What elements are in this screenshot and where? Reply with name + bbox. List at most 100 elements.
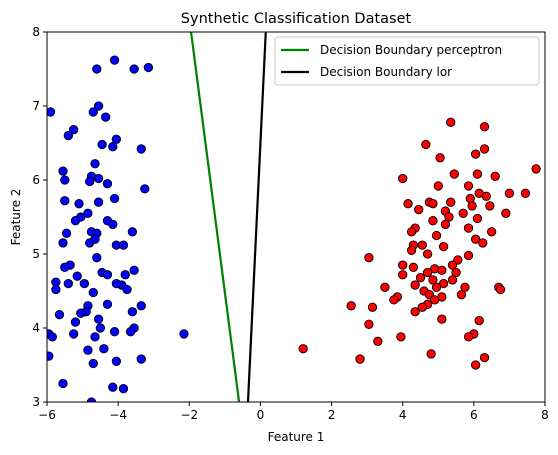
data-point-class-0: [70, 216, 81, 226]
x-tick-label: −4: [109, 408, 127, 422]
data-point-class-1: [460, 282, 470, 292]
data-point-class-0: [60, 175, 70, 185]
data-point-class-0: [120, 270, 130, 280]
data-point-class-0: [85, 238, 95, 248]
data-point-class-1: [479, 122, 490, 132]
data-point-class-1: [410, 280, 420, 290]
data-point-class-1: [426, 349, 436, 359]
data-point-class-0: [109, 55, 120, 65]
x-tick-label: 2: [328, 408, 336, 422]
data-point-class-1: [495, 284, 506, 295]
data-point-class-0: [118, 240, 129, 250]
y-tick-label: 5: [32, 247, 40, 261]
data-point-class-0: [111, 356, 122, 366]
decision-boundary-line-1: [246, 32, 267, 402]
data-point-class-1: [458, 208, 468, 218]
data-point-class-0: [101, 112, 111, 122]
data-point-class-0: [136, 354, 146, 364]
data-point-class-1: [463, 332, 474, 342]
data-point-class-1: [431, 230, 442, 241]
data-point-class-0: [54, 310, 65, 320]
data-point-class-1: [463, 181, 474, 191]
data-point-class-1: [440, 219, 451, 230]
data-point-class-1: [446, 117, 456, 127]
data-point-class-0: [76, 308, 86, 318]
y-tick-label: 8: [32, 25, 40, 39]
data-point-class-0: [93, 314, 104, 324]
legend: Decision Boundary perceptron Decision Bou…: [274, 36, 540, 86]
data-point-class-0: [127, 227, 138, 237]
data-point-class-0: [72, 271, 82, 281]
decision-boundary-line-0: [189, 32, 241, 402]
data-point-class-0: [47, 107, 56, 117]
plot-frame: [46, 31, 546, 403]
data-point-class-1: [373, 336, 383, 346]
data-point-class-0: [109, 193, 120, 204]
data-point-class-0: [136, 144, 146, 154]
x-tick-label: −6: [38, 408, 56, 422]
data-point-class-0: [79, 278, 90, 289]
data-point-class-1: [478, 238, 488, 248]
data-point-class-0: [140, 184, 150, 194]
data-point-class-0: [51, 284, 61, 295]
data-point-class-1: [403, 199, 413, 209]
data-point-class-1: [414, 204, 424, 215]
data-point-class-0: [88, 358, 98, 369]
data-point-class-0: [63, 130, 73, 141]
data-point-class-1: [470, 234, 481, 244]
data-point-class-1: [485, 201, 495, 211]
data-point-class-0: [129, 265, 139, 275]
data-point-class-1: [437, 265, 447, 275]
data-point-class-0: [102, 299, 113, 309]
data-point-class-1: [470, 360, 481, 370]
data-point-class-1: [463, 223, 474, 233]
data-point-class-0: [111, 278, 122, 289]
data-point-class-0: [95, 323, 106, 333]
data-point-class-0: [111, 134, 122, 144]
data-point-class-1: [437, 314, 447, 324]
data-point-class-1: [501, 208, 511, 218]
data-point-class-0: [61, 228, 72, 238]
data-point-class-1: [446, 197, 456, 207]
data-point-class-1: [408, 262, 419, 272]
data-point-class-1: [406, 227, 417, 237]
data-point-class-1: [346, 301, 356, 311]
data-point-class-0: [85, 176, 95, 187]
data-point-class-1: [430, 295, 440, 305]
data-point-class-1: [410, 307, 420, 317]
data-point-class-1: [433, 181, 443, 191]
boundary-lines: [189, 32, 267, 402]
data-point-class-0: [58, 378, 68, 389]
data-point-class-0: [47, 332, 57, 342]
data-point-class-1: [417, 240, 427, 250]
data-point-class-1: [398, 260, 408, 270]
data-point-class-1: [490, 171, 500, 181]
data-point-class-0: [60, 262, 70, 272]
data-point-class-1: [415, 273, 426, 283]
x-tick-label: 6: [470, 408, 478, 422]
data-point-class-0: [108, 382, 118, 392]
data-point-class-1: [438, 278, 449, 289]
data-point-class-1: [398, 173, 408, 184]
data-point-class-0: [99, 344, 109, 354]
data-point-class-1: [428, 275, 438, 285]
legend-label-1: Decision Boundary lor: [320, 65, 452, 79]
data-point-class-1: [396, 332, 406, 342]
x-tick-label: 0: [257, 408, 265, 422]
data-point-class-0: [108, 142, 118, 152]
data-point-class-1: [531, 164, 541, 174]
y-tick-label: 6: [32, 173, 40, 187]
data-point-class-0: [93, 173, 104, 184]
data-point-class-1: [504, 188, 515, 198]
data-point-class-1: [479, 144, 490, 154]
chart-title: Synthetic Classification Dataset: [181, 11, 412, 27]
scatter-points: [47, 55, 541, 402]
y-tick-label: 3: [32, 395, 40, 409]
data-point-class-0: [92, 253, 102, 263]
data-point-class-1: [447, 260, 458, 270]
data-point-class-0: [102, 270, 113, 280]
data-point-class-1: [398, 270, 408, 280]
data-point-class-0: [179, 329, 189, 339]
data-point-class-1: [449, 169, 459, 179]
